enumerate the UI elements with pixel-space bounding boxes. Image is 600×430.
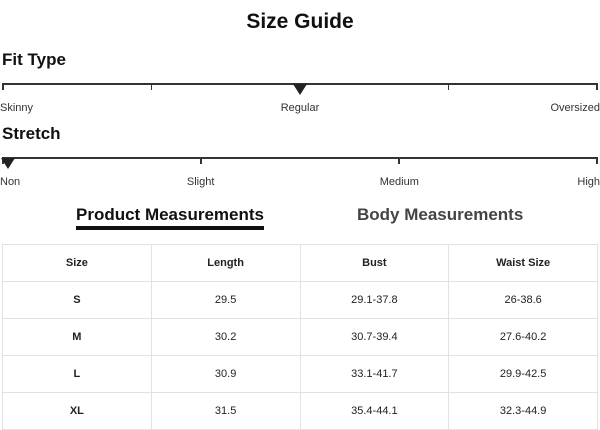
scale-tick [2,83,4,90]
table-row: S 29.5 29.1-37.8 26-38.6 [2,281,598,319]
scale-label-high: High [577,176,600,188]
measurement-cell: 30.9 [150,355,301,393]
scale-marker-triangle-icon [293,84,307,95]
column-header: Waist Size [448,244,598,282]
tab-body-measurements[interactable]: Body Measurements [357,205,524,224]
scale-line [2,157,598,159]
size-table: Size Length Bust Waist Size S 29.5 29.1-37.8 2… [2,244,598,430]
scale-label-regular: Regular [280,102,320,114]
scale-label-oversized: Oversized [550,102,600,114]
measurement-cell: 35.4-44.1 [299,392,450,430]
scale-label-non: Non [0,176,21,188]
measurement-cell: 29.1-37.8 [299,281,450,319]
column-header: Length [150,244,301,282]
scale-tick [200,157,202,164]
measurement-cell: 32.3-44.9 [448,392,598,430]
size-cell: M [2,318,152,356]
measurement-cell: 30.7-39.4 [299,318,450,356]
size-cell: L [2,355,152,393]
measurement-cell: 30.2 [150,318,301,356]
scale-tick [447,83,449,90]
table-row: M 30.2 30.7-39.4 27.6-40.2 [2,318,598,356]
page-title: Size Guide [246,10,354,33]
scale-label-skinny: Skinny [0,102,34,114]
stretch-heading: Stretch [2,124,61,143]
table-row: XL 31.5 35.4-44.1 32.3-44.9 [2,392,598,430]
measurement-cell: 33.1-41.7 [299,355,450,393]
measurement-cell: 31.5 [150,392,301,430]
scale-tick [596,157,598,164]
column-header: Size [2,244,152,282]
scale-marker-triangle-icon [1,158,15,169]
fit-type-scale: Skinny Regular Oversized [0,83,600,114]
stretch-scale: Non Slight Medium High [0,157,600,188]
measurement-cell: 26-38.6 [448,281,598,319]
measurement-cell: 29.5 [150,281,301,319]
scale-tick [398,157,400,164]
scale-label-medium: Medium [379,176,419,188]
table-header-row: Size Length Bust Waist Size [2,244,598,282]
tab-product-measurements[interactable]: Product Measurements [76,205,264,230]
table-row: L 30.9 33.1-41.7 29.9-42.5 [2,355,598,393]
column-header: Bust [299,244,450,282]
measurement-cell: 27.6-40.2 [448,318,598,356]
scale-tick [596,83,598,90]
measurement-cell: 29.9-42.5 [448,355,598,393]
size-cell: S [2,281,152,319]
scale-tick [150,83,152,90]
scale-label-slight: Slight [186,176,215,188]
fit-type-heading: Fit Type [2,50,66,69]
size-cell: XL [2,392,152,430]
